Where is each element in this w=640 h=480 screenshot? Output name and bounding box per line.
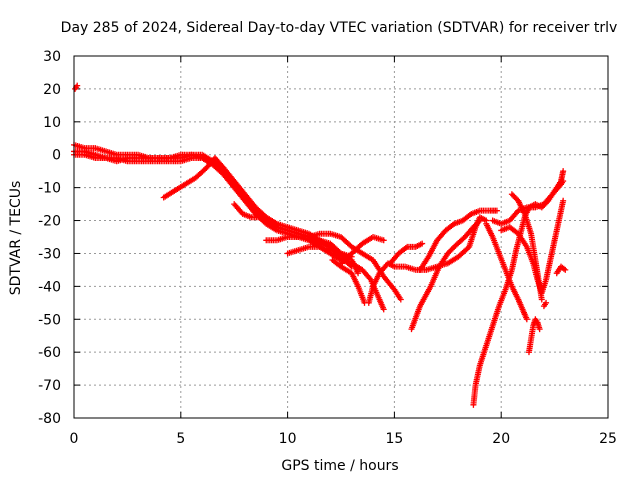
series-s19: [498, 197, 567, 296]
data-points: [71, 82, 569, 408]
y-tick-label: -60: [38, 345, 61, 361]
y-tick-label: -80: [38, 411, 61, 427]
series-s1: [72, 82, 81, 92]
y-tick-label: -40: [38, 279, 61, 295]
data-point: [74, 82, 81, 89]
data-point: [536, 326, 543, 333]
data-point: [560, 168, 567, 175]
series-s6: [231, 201, 280, 227]
plot-frame: [73, 55, 609, 419]
y-tick-label: -10: [38, 181, 61, 197]
data-point: [237, 191, 244, 198]
y-tick-label: 10: [43, 115, 61, 131]
x-axis-label: GPS time / hours: [281, 458, 398, 474]
data-point: [560, 197, 567, 204]
data-point: [476, 217, 483, 224]
series-s4: [71, 151, 355, 270]
series-s9: [329, 257, 368, 306]
series-s14: [408, 217, 483, 333]
chart-title: Day 285 of 2024, Sidereal Day-to-day VTE…: [61, 20, 618, 36]
data-point: [380, 306, 387, 313]
y-tick-label: -30: [38, 246, 61, 262]
axis-ticks: 0 5 10 15 20 25 30 20 10 0 -10 -20 -30 -40 -50 -60 -70 -8…: [38, 49, 617, 447]
grid-lines: [74, 56, 608, 418]
data-point: [380, 237, 387, 244]
series-s13: [387, 240, 426, 267]
x-tick-label: 15: [385, 431, 403, 447]
series-s21: [525, 316, 543, 356]
series-s18: [489, 178, 567, 227]
data-point: [464, 245, 471, 252]
y-tick-label: 30: [43, 49, 61, 65]
series-s3: [71, 148, 355, 260]
y-tick-label: -20: [38, 214, 61, 230]
series-s20: [508, 191, 545, 303]
x-tick-label: 0: [70, 431, 79, 447]
y-tick-label: -70: [38, 378, 61, 394]
series-s17: [483, 220, 530, 323]
data-point: [355, 270, 362, 277]
x-tick-label: 25: [599, 431, 617, 447]
series-s23: [553, 263, 569, 277]
data-point: [493, 207, 500, 214]
data-point: [538, 296, 545, 303]
series-s15: [417, 207, 500, 273]
y-tick-label: -50: [38, 312, 61, 328]
y-tick-label: 20: [43, 82, 61, 98]
data-point: [273, 220, 280, 227]
y-tick-label: 0: [52, 148, 61, 164]
data-point: [543, 299, 550, 306]
series-s12: [338, 234, 387, 267]
data-point: [562, 266, 569, 273]
x-tick-label: 10: [279, 431, 297, 447]
data-point: [397, 296, 404, 303]
series-s22: [540, 299, 550, 310]
series-s5: [160, 155, 244, 201]
series-s10: [305, 230, 404, 303]
x-tick-label: 5: [176, 431, 185, 447]
data-point: [523, 316, 530, 323]
data-point: [475, 218, 482, 225]
y-axis-label: SDTVAR / TECUs: [8, 181, 24, 296]
x-tick-label: 20: [492, 431, 510, 447]
data-point: [419, 240, 426, 247]
data-point: [560, 178, 567, 185]
